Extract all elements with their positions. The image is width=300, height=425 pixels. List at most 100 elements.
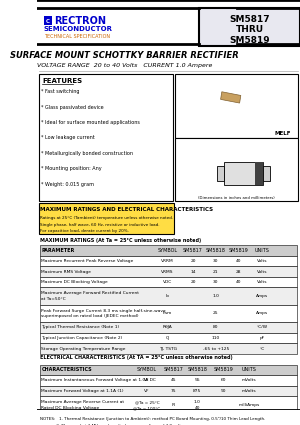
Text: Amps: Amps — [256, 294, 268, 298]
Bar — [40, 397, 297, 414]
Text: FEATURES: FEATURES — [42, 78, 82, 84]
Text: Io: Io — [166, 294, 170, 298]
Text: Peak Forward Surge Current 8.3 ms single half-sine-wave: Peak Forward Surge Current 8.3 ms single… — [41, 309, 166, 312]
Text: 45: 45 — [170, 379, 176, 382]
Text: 2. Measured at 1 MHz and applied reverse voltage of 4.0 volts.: 2. Measured at 1 MHz and applied reverse… — [40, 424, 184, 425]
Text: C: C — [46, 19, 50, 24]
Text: SM5819: SM5819 — [214, 367, 234, 372]
Text: 40: 40 — [236, 259, 242, 263]
Text: VRMS: VRMS — [161, 269, 174, 274]
Text: @Ta = 100°C: @Ta = 100°C — [133, 406, 160, 410]
Text: °C/W: °C/W — [257, 326, 268, 329]
Text: (Dimensions in inches and millimeters): (Dimensions in inches and millimeters) — [199, 196, 275, 200]
Text: Typical Thermal Resistance (Note 1): Typical Thermal Resistance (Note 1) — [41, 326, 119, 329]
Text: Maximum Forward Voltage at 1.1A (1): Maximum Forward Voltage at 1.1A (1) — [41, 389, 124, 393]
Text: * Weight: 0.015 gram: * Weight: 0.015 gram — [41, 182, 94, 187]
Text: 30: 30 — [213, 280, 218, 284]
Bar — [40, 375, 297, 386]
Text: Single phase, half wave, 60 Hz, resistive or inductive load.: Single phase, half wave, 60 Hz, resistiv… — [40, 223, 160, 227]
Text: Maximum Recurrent Peak Reverse Voltage: Maximum Recurrent Peak Reverse Voltage — [41, 259, 134, 263]
Text: SM5819: SM5819 — [229, 248, 248, 253]
Text: 20: 20 — [190, 280, 196, 284]
Text: -65 to +125: -65 to +125 — [202, 347, 229, 351]
Text: SYMBOL: SYMBOL — [158, 248, 178, 253]
Text: UNITS: UNITS — [242, 367, 256, 372]
Text: ELECTRICAL CHARACTERISTICS (At TA = 25°C unless otherwise noted): ELECTRICAL CHARACTERISTICS (At TA = 25°C… — [40, 355, 232, 360]
Bar — [40, 255, 297, 266]
Text: UNITS: UNITS — [255, 248, 270, 253]
Text: VF: VF — [144, 379, 150, 382]
Text: Volts: Volts — [257, 280, 268, 284]
Text: 75: 75 — [170, 389, 176, 393]
Text: 40: 40 — [195, 406, 200, 410]
Bar — [39, 74, 173, 201]
Bar — [176, 138, 298, 201]
Text: RθJA: RθJA — [163, 326, 172, 329]
Text: MAXIMUM RATINGS AND ELECTRICAL CHARACTERISTICS: MAXIMUM RATINGS AND ELECTRICAL CHARACTER… — [40, 207, 214, 212]
Text: mVolts: mVolts — [242, 389, 256, 393]
Bar — [40, 333, 297, 343]
Text: 30: 30 — [213, 259, 218, 263]
Text: TJ, TSTG: TJ, TSTG — [159, 347, 177, 351]
Text: Rated DC Blocking Voltage: Rated DC Blocking Voltage — [41, 406, 100, 410]
Text: mVolts: mVolts — [242, 379, 256, 382]
Text: SEMICONDUCTOR: SEMICONDUCTOR — [44, 26, 113, 32]
Text: * Glass passivated device: * Glass passivated device — [41, 105, 104, 110]
Bar — [220, 92, 241, 103]
Bar — [40, 287, 297, 305]
Text: Volts: Volts — [257, 269, 268, 274]
Text: Typical Junction Capacitance (Note 2): Typical Junction Capacitance (Note 2) — [41, 336, 122, 340]
Text: SYMBOL: SYMBOL — [137, 367, 157, 372]
Text: Maximum Average Forward Rectified Current: Maximum Average Forward Rectified Curren… — [41, 291, 139, 295]
Bar — [40, 365, 297, 375]
Bar — [40, 322, 297, 333]
Text: SM5817: SM5817 — [163, 367, 183, 372]
Text: Ifsm: Ifsm — [163, 312, 172, 315]
Bar — [217, 166, 224, 181]
Text: * Ideal for surface mounted applications: * Ideal for surface mounted applications — [41, 120, 140, 125]
Bar — [40, 386, 297, 397]
Bar — [39, 203, 174, 234]
Bar — [40, 305, 297, 322]
Bar — [40, 245, 297, 255]
Text: SURFACE MOUNT SCHOTTKY BARRIER RECTIFIER: SURFACE MOUNT SCHOTTKY BARRIER RECTIFIER — [10, 51, 239, 60]
Bar — [199, 8, 300, 46]
Text: * Metallurgically bonded construction: * Metallurgically bonded construction — [41, 151, 133, 156]
Text: at Ta=50°C: at Ta=50°C — [41, 297, 66, 301]
Text: 55: 55 — [194, 379, 200, 382]
Text: THRU: THRU — [236, 26, 264, 34]
Text: PARAMETER: PARAMETER — [41, 248, 74, 253]
Text: * Low leakage current: * Low leakage current — [41, 136, 95, 140]
Text: °C: °C — [260, 347, 265, 351]
Text: VOLTAGE RANGE  20 to 40 Volts   CURRENT 1.0 Ampere: VOLTAGE RANGE 20 to 40 Volts CURRENT 1.0… — [37, 63, 212, 68]
Text: 1.0: 1.0 — [212, 294, 219, 298]
Text: Storage Operating Temperature Range: Storage Operating Temperature Range — [41, 347, 126, 351]
Text: IR: IR — [171, 403, 175, 407]
Text: pF: pF — [260, 336, 265, 340]
Text: 28: 28 — [236, 269, 242, 274]
Text: SM5817: SM5817 — [183, 248, 203, 253]
Bar — [263, 166, 270, 181]
Bar — [40, 277, 297, 287]
Text: VRRM: VRRM — [161, 259, 174, 263]
Bar — [255, 162, 263, 185]
Text: SM5818: SM5818 — [206, 248, 226, 253]
Text: 25: 25 — [213, 312, 219, 315]
Text: Maximum DC Blocking Voltage: Maximum DC Blocking Voltage — [41, 280, 108, 284]
Text: SM5819: SM5819 — [229, 36, 270, 45]
Text: VF: VF — [144, 389, 150, 393]
Bar — [44, 17, 52, 25]
Text: 60: 60 — [221, 379, 226, 382]
Text: 14: 14 — [190, 269, 196, 274]
Bar — [40, 343, 297, 354]
Text: 20: 20 — [190, 259, 196, 263]
Text: TECHNICAL SPECIFICATION: TECHNICAL SPECIFICATION — [44, 34, 110, 39]
Text: 1.0: 1.0 — [194, 400, 201, 404]
Text: SM5818: SM5818 — [188, 367, 207, 372]
Text: * Fast switching: * Fast switching — [41, 89, 80, 94]
Text: Amps: Amps — [256, 312, 268, 315]
Text: SM5817: SM5817 — [229, 15, 270, 24]
Text: RECTRON: RECTRON — [54, 16, 106, 26]
Bar — [40, 266, 297, 277]
Text: @Ta = 25°C: @Ta = 25°C — [135, 400, 159, 404]
